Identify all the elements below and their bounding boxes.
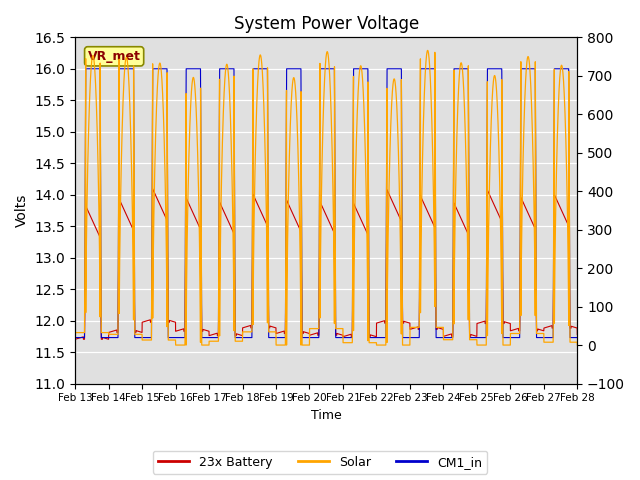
Y-axis label: Volts: Volts [15, 194, 29, 227]
Title: System Power Voltage: System Power Voltage [234, 15, 419, 33]
Legend: 23x Battery, Solar, CM1_in: 23x Battery, Solar, CM1_in [153, 451, 487, 474]
X-axis label: Time: Time [311, 409, 342, 422]
Text: VR_met: VR_met [88, 50, 141, 63]
